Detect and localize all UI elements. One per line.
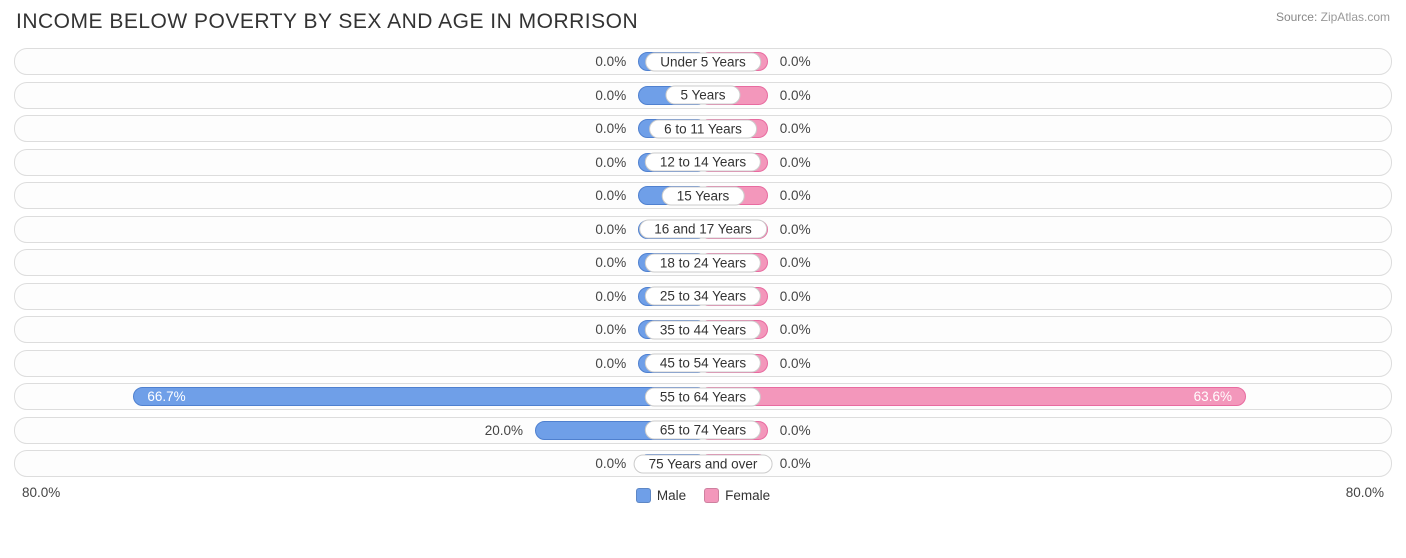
female-bar bbox=[699, 387, 1246, 406]
male-value: 0.0% bbox=[587, 356, 634, 371]
source-label: Source: bbox=[1276, 10, 1317, 24]
chart-row: 20.0% 0.0% 65 to 74 Years bbox=[14, 417, 1392, 444]
male-half: 66.7% bbox=[15, 384, 703, 409]
female-half: 0.0% bbox=[703, 49, 1391, 74]
poverty-chart: 0.0%0.0%Under 5 Years0.0%0.0%5 Years0.0%… bbox=[14, 48, 1392, 477]
chart-row: 0.0% 0.0%75 Years and over bbox=[14, 450, 1392, 477]
chart-header: INCOME BELOW POVERTY BY SEX AND AGE IN M… bbox=[14, 10, 1392, 34]
category-label: 25 to 34 Years bbox=[645, 287, 761, 306]
chart-row: 0.0% 0.0% 25 to 34 Years bbox=[14, 283, 1392, 310]
female-half: 0.0% bbox=[703, 284, 1391, 309]
chart-row: 0.0% 0.0% 5 Years bbox=[14, 82, 1392, 109]
female-value: 63.6% bbox=[1186, 389, 1240, 404]
swatch-male bbox=[636, 488, 651, 503]
legend-item-male: Male bbox=[636, 488, 686, 503]
female-value: 0.0% bbox=[772, 356, 819, 371]
chart-title: INCOME BELOW POVERTY BY SEX AND AGE IN M… bbox=[16, 10, 638, 34]
male-half: 0.0% bbox=[15, 49, 703, 74]
male-half: 0.0% bbox=[15, 451, 703, 476]
male-value: 20.0% bbox=[477, 423, 531, 438]
chart-footer: 80.0% Male Female 80.0% bbox=[14, 485, 1392, 505]
category-label: 35 to 44 Years bbox=[645, 320, 761, 339]
male-half: 0.0% bbox=[15, 217, 703, 242]
female-half: 0.0% bbox=[703, 418, 1391, 443]
chart-source: Source: ZipAtlas.com bbox=[1276, 10, 1390, 24]
chart-row: 0.0% 0.0% 18 to 24 Years bbox=[14, 249, 1392, 276]
chart-row: 0.0% 0.0% 45 to 54 Years bbox=[14, 350, 1392, 377]
female-value: 0.0% bbox=[772, 222, 819, 237]
male-half: 0.0% bbox=[15, 116, 703, 141]
category-label: 6 to 11 Years bbox=[649, 119, 757, 138]
swatch-female bbox=[704, 488, 719, 503]
legend-male-label: Male bbox=[657, 488, 686, 503]
male-half: 20.0% bbox=[15, 418, 703, 443]
chart-row: 0.0% 0.0% 16 and 17 Years bbox=[14, 216, 1392, 243]
female-value: 0.0% bbox=[772, 322, 819, 337]
male-value: 0.0% bbox=[587, 121, 634, 136]
chart-row: 0.0% 0.0% 12 to 14 Years bbox=[14, 149, 1392, 176]
chart-row: 0.0% 0.0% 15 Years bbox=[14, 182, 1392, 209]
legend-item-female: Female bbox=[704, 488, 770, 503]
source-value: ZipAtlas.com bbox=[1321, 10, 1390, 24]
axis-max-right: 80.0% bbox=[1346, 485, 1384, 500]
male-value: 0.0% bbox=[587, 222, 634, 237]
legend: Male Female bbox=[636, 488, 770, 503]
category-label: 75 Years and over bbox=[634, 454, 773, 473]
male-value: 0.0% bbox=[587, 188, 634, 203]
female-half: 0.0% bbox=[703, 150, 1391, 175]
female-value: 0.0% bbox=[772, 155, 819, 170]
male-half: 0.0% bbox=[15, 83, 703, 108]
male-value: 0.0% bbox=[587, 255, 634, 270]
female-value: 0.0% bbox=[772, 88, 819, 103]
male-half: 0.0% bbox=[15, 150, 703, 175]
male-half: 0.0% bbox=[15, 317, 703, 342]
female-half: 0.0% bbox=[703, 250, 1391, 275]
category-label: Under 5 Years bbox=[645, 52, 761, 71]
female-value: 0.0% bbox=[772, 255, 819, 270]
female-half: 0.0% bbox=[703, 317, 1391, 342]
axis-max-left: 80.0% bbox=[22, 485, 60, 500]
chart-row: 0.0% 0.0% 35 to 44 Years bbox=[14, 316, 1392, 343]
category-label: 55 to 64 Years bbox=[645, 387, 761, 406]
male-value: 0.0% bbox=[587, 289, 634, 304]
male-value: 0.0% bbox=[587, 88, 634, 103]
category-label: 12 to 14 Years bbox=[645, 153, 761, 172]
female-value: 0.0% bbox=[772, 456, 819, 471]
category-label: 15 Years bbox=[662, 186, 745, 205]
category-label: 16 and 17 Years bbox=[639, 220, 767, 239]
female-half: 0.0% bbox=[703, 116, 1391, 141]
female-value: 0.0% bbox=[772, 423, 819, 438]
male-bar bbox=[133, 387, 707, 406]
chart-row: 66.7% 63.6% 55 to 64 Years bbox=[14, 383, 1392, 410]
female-value: 0.0% bbox=[772, 121, 819, 136]
chart-row: 0.0% 0.0% Under 5 Years bbox=[14, 48, 1392, 75]
female-value: 0.0% bbox=[772, 188, 819, 203]
male-half: 0.0% bbox=[15, 183, 703, 208]
chart-row: 0.0% 0.0% 6 to 11 Years bbox=[14, 115, 1392, 142]
female-half: 0.0% bbox=[703, 83, 1391, 108]
female-value: 0.0% bbox=[772, 54, 819, 69]
male-half: 0.0% bbox=[15, 351, 703, 376]
legend-female-label: Female bbox=[725, 488, 770, 503]
female-value: 0.0% bbox=[772, 289, 819, 304]
category-label: 5 Years bbox=[665, 86, 740, 105]
male-value: 0.0% bbox=[587, 456, 634, 471]
category-label: 18 to 24 Years bbox=[645, 253, 761, 272]
female-half: 0.0% bbox=[703, 451, 1391, 476]
male-value: 0.0% bbox=[587, 322, 634, 337]
female-half: 0.0% bbox=[703, 217, 1391, 242]
male-half: 0.0% bbox=[15, 284, 703, 309]
category-label: 65 to 74 Years bbox=[645, 421, 761, 440]
male-value: 66.7% bbox=[139, 389, 193, 404]
male-half: 0.0% bbox=[15, 250, 703, 275]
female-half: 0.0% bbox=[703, 183, 1391, 208]
female-half: 63.6% bbox=[703, 384, 1391, 409]
female-half: 0.0% bbox=[703, 351, 1391, 376]
category-label: 45 to 54 Years bbox=[645, 354, 761, 373]
male-value: 0.0% bbox=[587, 54, 634, 69]
male-value: 0.0% bbox=[587, 155, 634, 170]
